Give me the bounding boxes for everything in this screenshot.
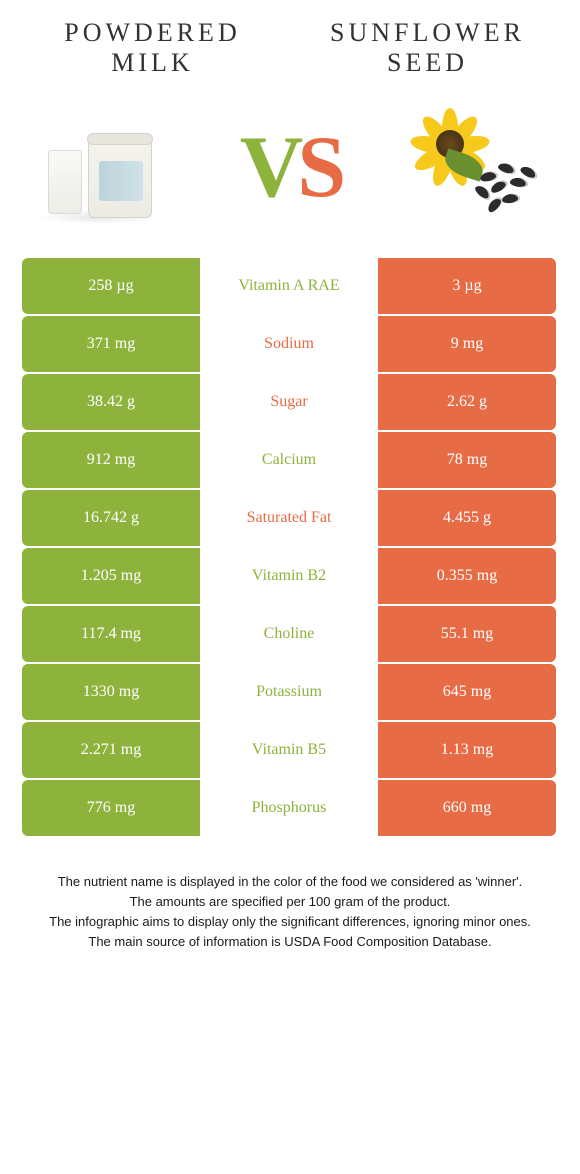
footer-line: The amounts are specified per 100 gram o… <box>36 892 544 912</box>
table-row: 1.205 mgVitamin B20.355 mg <box>22 548 558 604</box>
left-value-cell: 16.742 g <box>22 490 200 546</box>
table-row: 16.742 gSaturated Fat4.455 g <box>22 490 558 546</box>
header: Powdered milk Sunflower seed <box>0 0 580 88</box>
nutrient-label-cell: Calcium <box>200 432 378 488</box>
powdered-milk-icon <box>28 108 178 228</box>
right-value-cell: 2.62 g <box>378 374 556 430</box>
footer-line: The main source of information is USDA F… <box>36 932 544 952</box>
nutrient-table: 258 µgVitamin A RAE3 µg371 mgSodium9 mg3… <box>22 258 558 836</box>
right-value-cell: 55.1 mg <box>378 606 556 662</box>
right-value-cell: 1.13 mg <box>378 722 556 778</box>
table-row: 2.271 mgVitamin B51.13 mg <box>22 722 558 778</box>
table-row: 38.42 gSugar2.62 g <box>22 374 558 430</box>
left-value-cell: 2.271 mg <box>22 722 200 778</box>
table-row: 258 µgVitamin A RAE3 µg <box>22 258 558 314</box>
left-value-cell: 1330 mg <box>22 664 200 720</box>
nutrient-label-cell: Phosphorus <box>200 780 378 836</box>
right-value-cell: 4.455 g <box>378 490 556 546</box>
table-row: 371 mgSodium9 mg <box>22 316 558 372</box>
right-value-cell: 9 mg <box>378 316 556 372</box>
vs-s: S <box>297 117 340 218</box>
right-value-cell: 78 mg <box>378 432 556 488</box>
vs-label: V S <box>240 117 341 218</box>
right-value-cell: 0.355 mg <box>378 548 556 604</box>
nutrient-label-cell: Vitamin A RAE <box>200 258 378 314</box>
right-value-cell: 645 mg <box>378 664 556 720</box>
table-row: 1330 mgPotassium645 mg <box>22 664 558 720</box>
table-row: 776 mgPhosphorus660 mg <box>22 780 558 836</box>
left-value-cell: 117.4 mg <box>22 606 200 662</box>
table-row: 117.4 mgCholine55.1 mg <box>22 606 558 662</box>
nutrient-label-cell: Vitamin B2 <box>200 548 378 604</box>
nutrient-label-cell: Potassium <box>200 664 378 720</box>
footer-notes: The nutrient name is displayed in the co… <box>0 836 580 953</box>
nutrient-label-cell: Sodium <box>200 316 378 372</box>
left-food-title: Powdered milk <box>40 18 265 78</box>
nutrient-label-cell: Sugar <box>200 374 378 430</box>
nutrient-label-cell: Choline <box>200 606 378 662</box>
images-row: V S <box>0 88 580 258</box>
left-value-cell: 258 µg <box>22 258 200 314</box>
footer-line: The nutrient name is displayed in the co… <box>36 872 544 892</box>
nutrient-label-cell: Vitamin B5 <box>200 722 378 778</box>
left-value-cell: 912 mg <box>22 432 200 488</box>
left-value-cell: 38.42 g <box>22 374 200 430</box>
nutrient-label-cell: Saturated Fat <box>200 490 378 546</box>
sunflower-seed-icon <box>402 108 552 228</box>
right-food-title: Sunflower seed <box>315 18 540 78</box>
left-value-cell: 776 mg <box>22 780 200 836</box>
left-value-cell: 371 mg <box>22 316 200 372</box>
table-row: 912 mgCalcium78 mg <box>22 432 558 488</box>
right-value-cell: 660 mg <box>378 780 556 836</box>
footer-line: The infographic aims to display only the… <box>36 912 544 932</box>
vs-v: V <box>240 117 298 218</box>
left-value-cell: 1.205 mg <box>22 548 200 604</box>
right-value-cell: 3 µg <box>378 258 556 314</box>
